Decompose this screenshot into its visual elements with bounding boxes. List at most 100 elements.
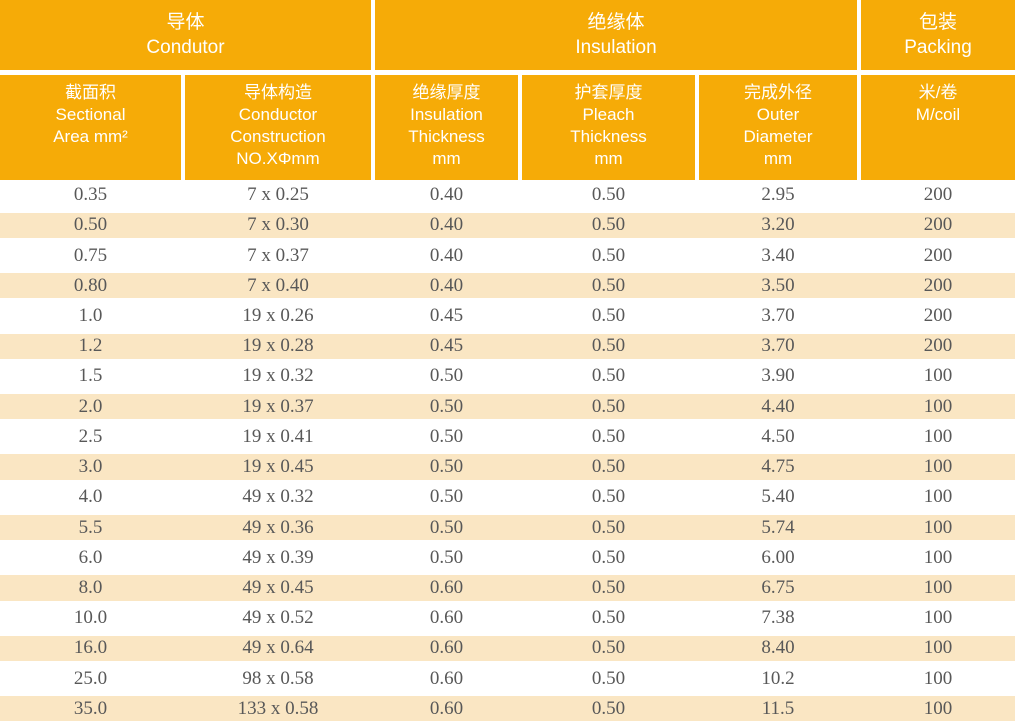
col-label-line: Outer xyxy=(756,105,800,124)
cell: 19 x 0.28 xyxy=(242,335,314,357)
cell: 0.60 xyxy=(429,607,464,629)
cell: 100 xyxy=(923,697,953,719)
table-row: 4.0 49 x 0.32 0.50 0.50 5.40 100 xyxy=(0,482,1015,513)
cell: 1.2 xyxy=(78,335,103,357)
group-label-en: Packing xyxy=(904,37,972,58)
cell: 6.0 xyxy=(78,546,103,568)
col-label-line: 完成外径 xyxy=(744,83,812,102)
table-row: 16.0 49 x 0.64 0.60 0.50 8.40 100 xyxy=(0,633,1015,663)
cell: 0.50 xyxy=(591,274,626,296)
cell: 1.5 xyxy=(78,365,103,387)
header-group-packing: 包装 Packing xyxy=(861,0,1015,70)
col-label-line: mm xyxy=(763,149,793,168)
group-label-en: Condutor xyxy=(146,37,225,58)
cell: 200 xyxy=(923,244,953,266)
cell: 19 x 0.32 xyxy=(242,365,314,387)
cell: 0.40 xyxy=(429,244,464,266)
cell: 19 x 0.41 xyxy=(242,425,314,447)
cell: 0.35 xyxy=(73,184,108,206)
cell: 19 x 0.26 xyxy=(242,304,314,326)
cell: 0.60 xyxy=(429,576,464,598)
cell: 0.50 xyxy=(429,546,464,568)
table-row: 25.0 98 x 0.58 0.60 0.50 10.2 100 xyxy=(0,663,1015,694)
cell: 0.40 xyxy=(429,274,464,296)
cell: 0.40 xyxy=(429,214,464,236)
cell: 0.50 xyxy=(429,395,464,417)
cell: 0.50 xyxy=(591,365,626,387)
column-header-sectional-area: 截面积 Sectional Area mm² xyxy=(0,75,181,180)
cell: 0.50 xyxy=(591,456,626,478)
table-header: 导体 Condutor 绝缘体 Insulation 包装 Packing 截面… xyxy=(0,0,1015,180)
cell: 200 xyxy=(923,184,953,206)
col-label-line: 米/卷 xyxy=(918,83,958,102)
cell: 49 x 0.39 xyxy=(242,546,314,568)
cell: 49 x 0.36 xyxy=(242,516,314,538)
col-label-line: Diameter xyxy=(743,127,813,146)
group-label-en: Insulation xyxy=(575,37,657,58)
cell: 0.60 xyxy=(429,637,464,659)
cell: 0.50 xyxy=(591,637,626,659)
cell: 0.50 xyxy=(591,304,626,326)
cell: 133 x 0.58 xyxy=(237,697,319,719)
table-row: 0.35 7 x 0.25 0.40 0.50 2.95 200 xyxy=(0,180,1015,211)
cell: 0.50 xyxy=(591,576,626,598)
cell: 0.50 xyxy=(591,697,626,719)
cell: 0.50 xyxy=(429,365,464,387)
table-row: 3.0 19 x 0.45 0.50 0.50 4.75 100 xyxy=(0,452,1015,482)
cell: 7 x 0.40 xyxy=(247,274,309,296)
col-label-line: 护套厚度 xyxy=(574,83,643,102)
col-label-line: 截面积 xyxy=(65,83,116,102)
cell: 100 xyxy=(923,546,953,568)
col-label-line: Construction xyxy=(230,127,326,146)
table-row: 0.50 7 x 0.30 0.40 0.50 3.20 200 xyxy=(0,210,1015,240)
cell: 3.90 xyxy=(761,365,795,387)
cell: 7 x 0.30 xyxy=(247,214,309,236)
cell: 7.38 xyxy=(761,607,795,629)
column-header-outer-diameter: 完成外径 Outer Diameter mm xyxy=(699,75,857,180)
col-label-line: M/coil xyxy=(915,105,961,124)
col-label-line: Thickness xyxy=(408,127,485,146)
cell: 3.70 xyxy=(761,304,795,326)
cell: 0.50 xyxy=(591,607,626,629)
cell: 0.50 xyxy=(73,214,108,236)
cell: 35.0 xyxy=(73,697,108,719)
col-label-line: NO.XΦmm xyxy=(236,149,320,168)
cell: 200 xyxy=(923,214,953,236)
group-label-zh: 绝缘体 xyxy=(587,12,645,33)
cell: 0.50 xyxy=(591,335,626,357)
cell: 0.45 xyxy=(429,335,464,357)
cell: 0.60 xyxy=(429,697,464,719)
cell: 100 xyxy=(923,486,953,508)
column-header-meters-per-coil: 米/卷 M/coil xyxy=(861,75,1015,180)
cell: 16.0 xyxy=(73,637,108,659)
cell: 2.5 xyxy=(78,425,103,447)
cell: 3.40 xyxy=(761,244,795,266)
cell: 0.45 xyxy=(429,304,464,326)
col-label-line: 导体构造 xyxy=(244,83,312,102)
cell: 98 x 0.58 xyxy=(242,667,314,689)
header-group-insulation: 绝缘体 Insulation xyxy=(375,0,857,70)
cell: 8.0 xyxy=(78,576,103,598)
cell: 7 x 0.25 xyxy=(247,184,309,206)
cell: 6.00 xyxy=(761,546,795,568)
cell: 5.40 xyxy=(761,486,795,508)
table-row: 1.2 19 x 0.28 0.45 0.50 3.70 200 xyxy=(0,331,1015,361)
cell: 10.0 xyxy=(73,607,108,629)
cell: 100 xyxy=(923,456,953,478)
cell: 5.74 xyxy=(761,516,795,538)
cell: 0.50 xyxy=(429,486,464,508)
cell: 0.50 xyxy=(429,456,464,478)
table-body: 0.35 7 x 0.25 0.40 0.50 2.95 200 0.50 7 x 0.30 0… xyxy=(0,180,1015,724)
group-label-zh: 包装 xyxy=(918,12,957,33)
cell: 4.0 xyxy=(78,486,103,508)
cell: 0.50 xyxy=(591,486,626,508)
table-row: 2.5 19 x 0.41 0.50 0.50 4.50 100 xyxy=(0,421,1015,452)
cell: 11.5 xyxy=(761,697,795,719)
cell: 0.50 xyxy=(429,425,464,447)
cell: 100 xyxy=(923,576,953,598)
cell: 10.2 xyxy=(761,667,795,689)
cell: 49 x 0.52 xyxy=(242,607,314,629)
cell: 0.80 xyxy=(73,274,108,296)
cell: 100 xyxy=(923,637,953,659)
cell: 8.40 xyxy=(761,637,795,659)
